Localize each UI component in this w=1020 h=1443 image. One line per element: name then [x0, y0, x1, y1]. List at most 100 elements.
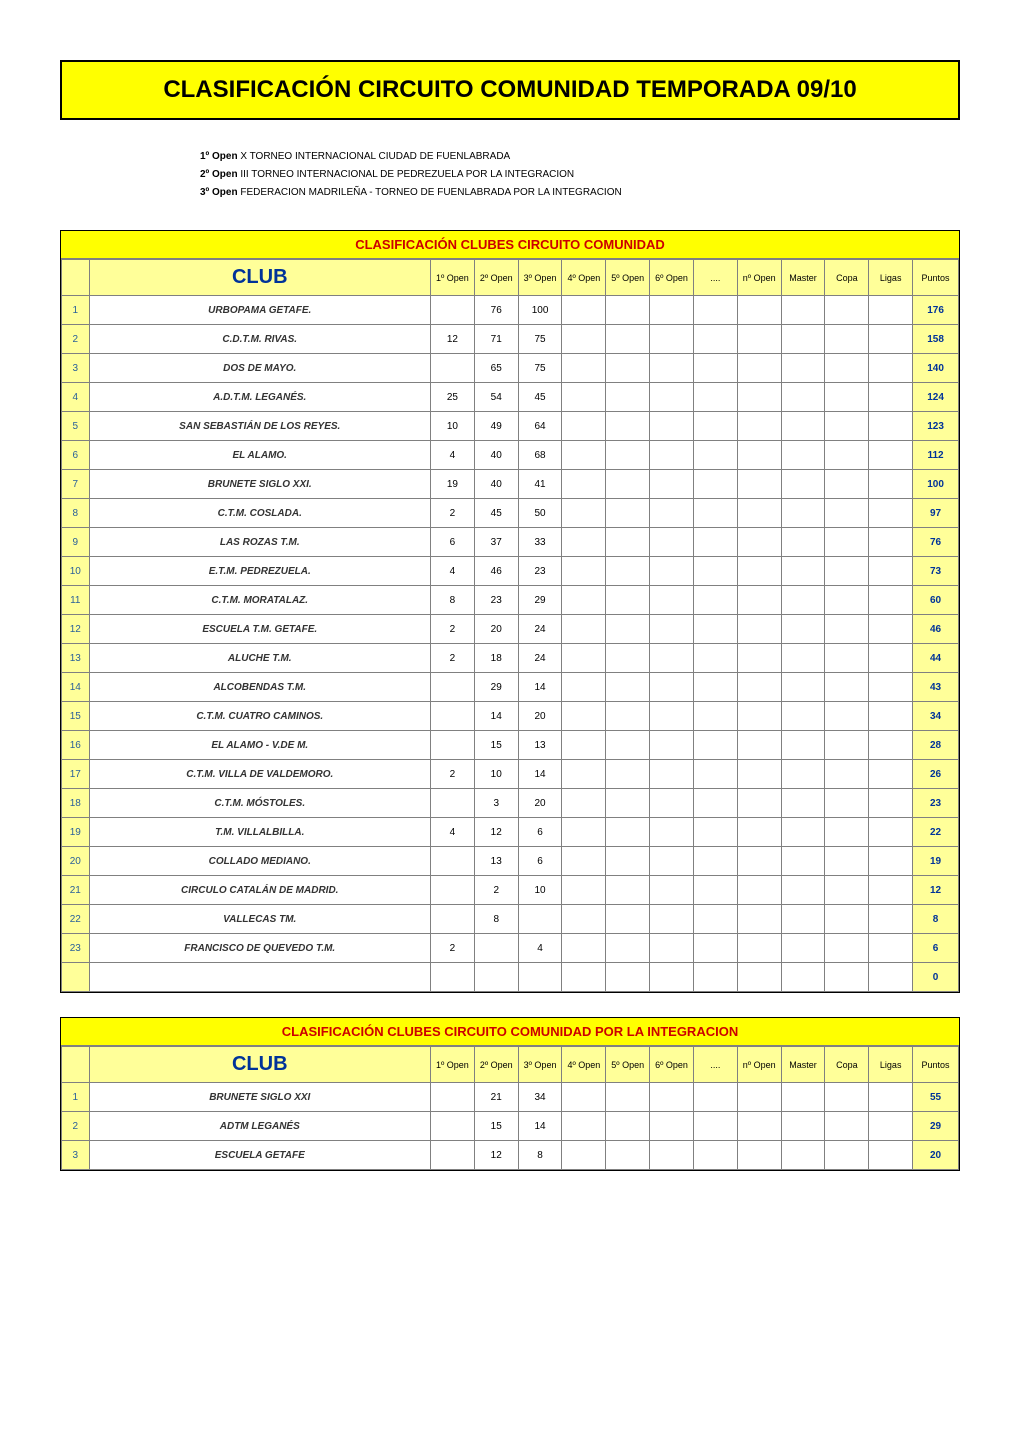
- value-cell: [781, 789, 825, 818]
- value-cell: [693, 383, 737, 412]
- value-cell: [869, 325, 913, 354]
- value-cell: [869, 702, 913, 731]
- value-cell: [562, 615, 606, 644]
- value-cell: [825, 818, 869, 847]
- value-cell: [737, 557, 781, 586]
- col-dots: ....: [693, 260, 737, 296]
- value-cell: [650, 876, 694, 905]
- col-6open: 6º Open: [650, 260, 694, 296]
- value-cell: [518, 905, 562, 934]
- col-ligas: Ligas: [869, 260, 913, 296]
- value-cell: [693, 441, 737, 470]
- value-cell: 45: [474, 499, 518, 528]
- club-name-cell: EL ALAMO.: [89, 441, 430, 470]
- value-cell: [693, 1083, 737, 1112]
- points-cell: 22: [913, 818, 959, 847]
- value-cell: 12: [430, 325, 474, 354]
- col-2open: 2º Open: [474, 1047, 518, 1083]
- value-cell: [650, 702, 694, 731]
- value-cell: [693, 470, 737, 499]
- value-cell: 40: [474, 441, 518, 470]
- rank-cell: 17: [62, 760, 90, 789]
- value-cell: 54: [474, 383, 518, 412]
- value-cell: [693, 499, 737, 528]
- table-row: 4A.D.T.M. LEGANÉS.255445124: [62, 383, 959, 412]
- points-cell: 97: [913, 499, 959, 528]
- rank-cell: 3: [62, 354, 90, 383]
- value-cell: [562, 586, 606, 615]
- value-cell: [781, 963, 825, 992]
- points-cell: 12: [913, 876, 959, 905]
- value-cell: 64: [518, 412, 562, 441]
- value-cell: [693, 876, 737, 905]
- value-cell: [781, 557, 825, 586]
- col-5open: 5º Open: [606, 260, 650, 296]
- value-cell: [693, 847, 737, 876]
- points-cell: 26: [913, 760, 959, 789]
- value-cell: 21: [474, 1083, 518, 1112]
- col-1open: 1º Open: [430, 1047, 474, 1083]
- value-cell: [650, 963, 694, 992]
- value-cell: [650, 441, 694, 470]
- table-row: 13ALUCHE T.M.2182444: [62, 644, 959, 673]
- value-cell: [825, 354, 869, 383]
- col-2open: 2º Open: [474, 260, 518, 296]
- value-cell: [737, 731, 781, 760]
- value-cell: [430, 1141, 474, 1170]
- value-cell: [693, 1112, 737, 1141]
- club-name-cell: DOS DE MAYO.: [89, 354, 430, 383]
- value-cell: [606, 644, 650, 673]
- value-cell: [869, 528, 913, 557]
- value-cell: [737, 1141, 781, 1170]
- club-name-cell: URBOPAMA GETAFE.: [89, 296, 430, 325]
- club-name-cell: ESCUELA T.M. GETAFE.: [89, 615, 430, 644]
- clubs-table: CLUB 1º Open 2º Open 3º Open 4º Open 5º …: [61, 259, 959, 992]
- value-cell: 8: [518, 1141, 562, 1170]
- value-cell: [869, 876, 913, 905]
- value-cell: 6: [518, 818, 562, 847]
- value-cell: [737, 528, 781, 557]
- value-cell: [562, 441, 606, 470]
- value-cell: 20: [474, 615, 518, 644]
- value-cell: [693, 296, 737, 325]
- value-cell: [562, 847, 606, 876]
- value-cell: [606, 760, 650, 789]
- col-puntos: Puntos: [913, 260, 959, 296]
- value-cell: [781, 905, 825, 934]
- value-cell: 20: [518, 702, 562, 731]
- value-cell: [737, 644, 781, 673]
- points-cell: 124: [913, 383, 959, 412]
- value-cell: [474, 934, 518, 963]
- value-cell: [825, 586, 869, 615]
- table-row: 17C.T.M. VILLA DE VALDEMORO.2101426: [62, 760, 959, 789]
- table-row: 22VALLECAS TM.88: [62, 905, 959, 934]
- rank-cell: 21: [62, 876, 90, 905]
- value-cell: [606, 383, 650, 412]
- value-cell: [430, 731, 474, 760]
- value-cell: [518, 963, 562, 992]
- value-cell: [825, 615, 869, 644]
- value-cell: [737, 325, 781, 354]
- club-name-cell: BRUNETE SIGLO XXI: [89, 1083, 430, 1112]
- opens-notes: 1º Open X TORNEO INTERNACIONAL CIUDAD DE…: [200, 148, 960, 202]
- value-cell: 12: [474, 1141, 518, 1170]
- value-cell: 14: [474, 702, 518, 731]
- value-cell: [737, 296, 781, 325]
- value-cell: 2: [474, 876, 518, 905]
- value-cell: [869, 934, 913, 963]
- rank-header: [62, 1047, 90, 1083]
- rank-cell: 1: [62, 296, 90, 325]
- rank-cell: 20: [62, 847, 90, 876]
- rank-cell: 4: [62, 383, 90, 412]
- value-cell: [430, 963, 474, 992]
- value-cell: [650, 644, 694, 673]
- value-cell: [737, 702, 781, 731]
- value-cell: 2: [430, 615, 474, 644]
- col-1open: 1º Open: [430, 260, 474, 296]
- value-cell: [562, 325, 606, 354]
- value-cell: [562, 354, 606, 383]
- open-note-label: 3º Open: [200, 187, 238, 198]
- value-cell: 2: [430, 644, 474, 673]
- club-name-cell: C.T.M. COSLADA.: [89, 499, 430, 528]
- value-cell: 14: [518, 1112, 562, 1141]
